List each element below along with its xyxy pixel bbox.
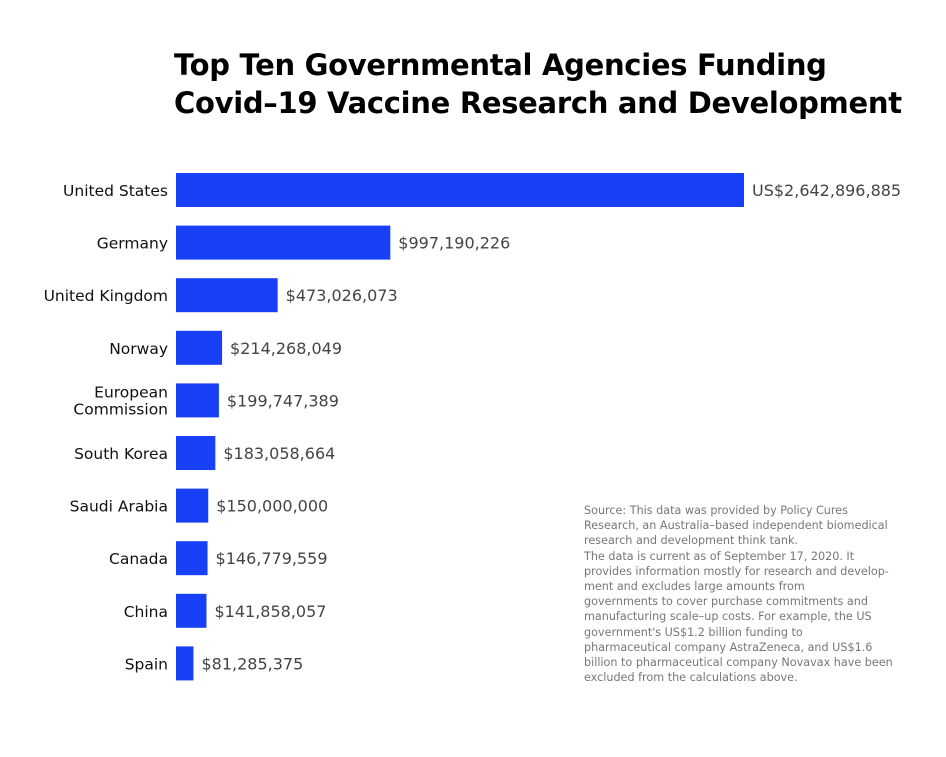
source-note-line: provides information mostly for research… [584, 564, 889, 578]
source-note-line: Research, an Australia–based independent… [584, 519, 888, 533]
source-note-line: pharmaceutical company AstraZeneca, and … [584, 640, 873, 654]
data-label: $473,026,073 [286, 286, 398, 305]
bar [176, 436, 216, 470]
data-label: $214,268,049 [230, 339, 342, 358]
chart-title: Top Ten Governmental Agencies Funding Co… [174, 46, 902, 122]
data-label: $81,285,375 [201, 654, 303, 673]
category-label: United States [63, 182, 168, 200]
bar [176, 225, 391, 260]
bar [176, 173, 744, 207]
data-label: $199,747,389 [227, 391, 339, 410]
bar [176, 593, 207, 628]
data-label: $141,858,057 [214, 602, 326, 621]
source-note-line: research and development think tank. [584, 534, 798, 548]
category-label: Canada [109, 550, 168, 568]
chart-title-line-2: Covid–19 Vaccine Research and Developmen… [174, 86, 902, 120]
chart-title-line-1: Top Ten Governmental Agencies Funding [174, 48, 827, 82]
category-label: European Commission [73, 383, 168, 418]
data-label: US$2,642,896,885 [752, 181, 901, 200]
source-note-line: ment and excludes large amounts from [584, 580, 805, 594]
source-note-line: The data is current as of September 17, … [584, 549, 855, 563]
category-label: United Kingdom [44, 287, 168, 305]
bar [176, 541, 208, 576]
bar [176, 383, 219, 418]
source-note-line: manufacturing scale–up costs. For exampl… [584, 610, 872, 624]
source-note-line: Source: This data was provided by Policy… [584, 504, 848, 517]
category-label: South Korea [74, 445, 168, 463]
category-label: Spain [125, 655, 168, 673]
bar [176, 646, 194, 681]
source-note: Source: This data was provided by Policy… [584, 503, 914, 685]
category-label: Saudi Arabia [70, 498, 168, 516]
bar [176, 330, 223, 365]
category-label: Germany [97, 235, 168, 253]
bar [176, 488, 209, 523]
category-label: Norway [109, 340, 168, 358]
category-label: China [124, 603, 168, 621]
data-label: $183,058,664 [223, 444, 335, 463]
data-label: $997,190,226 [398, 234, 510, 253]
data-label: $150,000,000 [216, 497, 328, 516]
bar [176, 278, 278, 313]
source-note-line: excluded from the calculations above. [584, 671, 798, 685]
data-label: $146,779,559 [216, 549, 328, 568]
source-note-line: billion to pharmaceutical company Novava… [584, 656, 893, 670]
source-note-line: government's US$1.2 billion funding to [584, 625, 803, 639]
source-note-line: governments to cover purchase commitment… [584, 595, 868, 609]
